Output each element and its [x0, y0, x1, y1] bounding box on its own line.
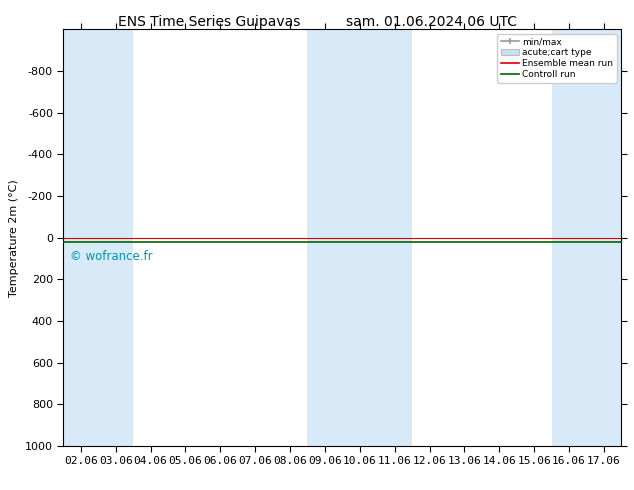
- Bar: [98, 29, 133, 446]
- Y-axis label: Temperature 2m (°C): Temperature 2m (°C): [10, 179, 20, 296]
- Text: sam. 01.06.2024 06 UTC: sam. 01.06.2024 06 UTC: [346, 15, 517, 29]
- Bar: [63, 29, 98, 446]
- Bar: [552, 29, 586, 446]
- Bar: [342, 29, 377, 446]
- Bar: [586, 29, 621, 446]
- Legend: min/max, acute;cart type, Ensemble mean run, Controll run: min/max, acute;cart type, Ensemble mean …: [497, 34, 617, 82]
- Text: © wofrance.fr: © wofrance.fr: [70, 250, 153, 263]
- Bar: [377, 29, 412, 446]
- Bar: [307, 29, 342, 446]
- Text: ENS Time Series Guipavas: ENS Time Series Guipavas: [118, 15, 301, 29]
